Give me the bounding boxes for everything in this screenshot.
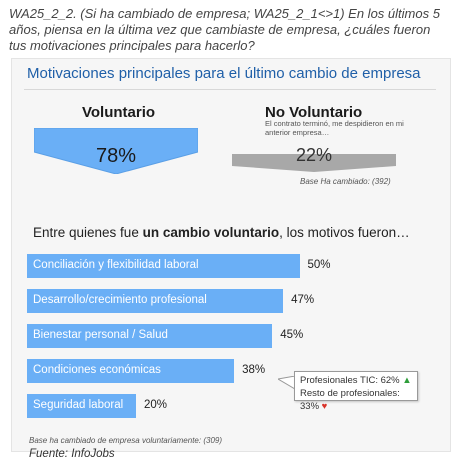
subhead-bold: un cambio voluntario (142, 225, 280, 240)
up-arrow-icon: ▲ (402, 375, 412, 386)
motive-bar-value: 20% (144, 399, 168, 411)
motive-bar: Bienestar personal / Salud (27, 324, 273, 348)
tic-comparison-tooltip: Profesionales TIC: 62% ▲ Resto de profes… (294, 371, 418, 412)
panel-divider (24, 89, 436, 90)
motive-bar-value: 50% (307, 259, 331, 271)
motive-bar-value: 45% (280, 329, 304, 341)
source-note: Fuente: InfoJobs (29, 448, 115, 460)
tooltip-line-rest: Resto de profesionales: 33% ♥ (300, 387, 412, 413)
base-voluntario-note: Base ha cambiado de empresa voluntariame… (29, 436, 222, 445)
no-voluntario-heading: No Voluntario (265, 104, 363, 121)
motives-subheading: Entre quienes fue un cambio voluntario, … (33, 225, 410, 240)
motive-bar-label: Condiciones económicas (33, 364, 161, 376)
tooltip-rest-text: Resto de profesionales: 33% (300, 388, 400, 412)
voluntario-heading: Voluntario (82, 104, 156, 121)
tooltip-tic-text: Profesionales TIC: 62% (300, 375, 400, 386)
no-voluntario-sublabel: El contrato terminó, me despidieron en m… (265, 119, 404, 137)
motive-bar: Desarrollo/crecimiento profesional (27, 289, 284, 313)
motive-bar-value: 38% (242, 364, 266, 376)
panel-title: Motivaciones principales para el último … (27, 65, 421, 82)
no-voluntario-arrow (232, 154, 396, 172)
voluntario-value: 78% (95, 145, 137, 167)
motive-bar: Condiciones económicas (27, 359, 235, 383)
motive-bar-label: Bienestar personal / Salud (33, 329, 168, 341)
motive-bar: Conciliación y flexibilidad laboral (27, 254, 300, 278)
no-voluntario-value: 22% (295, 145, 333, 165)
subhead-post: , los motivos fueron… (279, 225, 410, 240)
motive-bar-value: 47% (291, 294, 315, 306)
motive-bar-label: Conciliación y flexibilidad laboral (33, 259, 199, 271)
motive-bar-label: Seguridad laboral (33, 399, 124, 411)
subhead-pre: Entre quienes fue (33, 225, 143, 240)
base-cambiado-note: Base Ha cambiado: (392) (300, 177, 391, 186)
voluntario-arrow (34, 128, 198, 174)
survey-question: WA25_2_2. (Si ha cambiado de empresa; WA… (9, 6, 440, 53)
down-arrow-icon: ♥ (321, 401, 328, 412)
tooltip-line-tic: Profesionales TIC: 62% ▲ (300, 374, 412, 387)
motive-bar-label: Desarrollo/crecimiento profesional (33, 294, 207, 306)
motive-bar: Seguridad laboral (27, 394, 136, 418)
